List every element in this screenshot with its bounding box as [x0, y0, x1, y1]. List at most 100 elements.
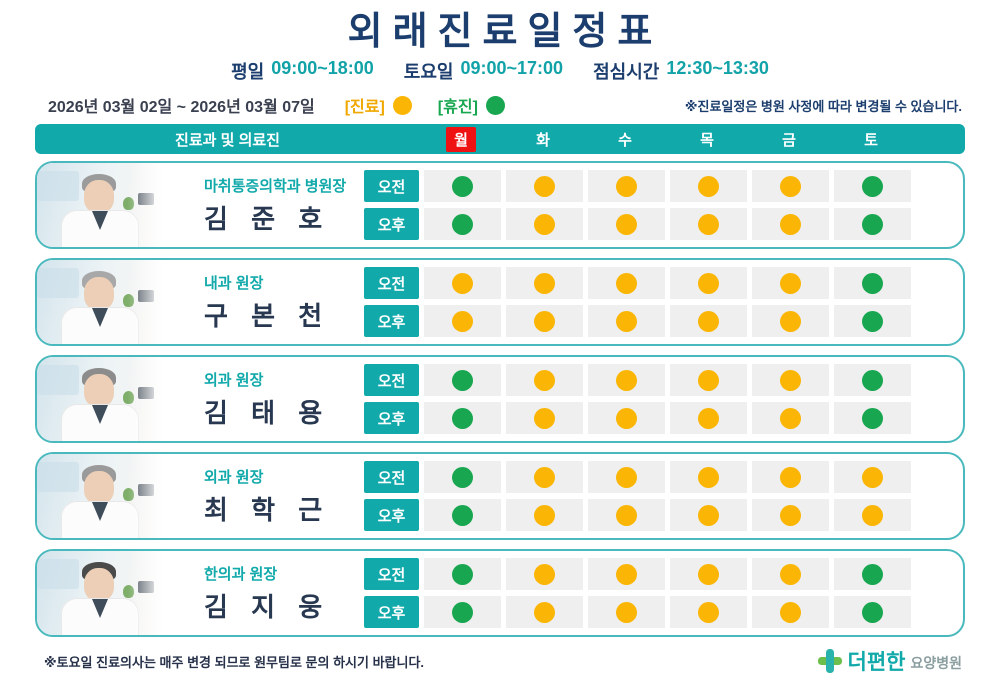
open-dot	[616, 504, 637, 526]
schedule-cell-thu-pm	[670, 402, 747, 434]
schedule-cell-wed-pm	[588, 596, 665, 628]
open-dot	[780, 369, 801, 391]
open-dot	[534, 272, 555, 294]
closed-dot	[452, 504, 473, 526]
doctor-info: 한의과 원장 김 지 웅	[162, 551, 364, 635]
doctor-name: 김 준 호	[204, 203, 331, 234]
hospital-cross-icon	[817, 649, 842, 673]
closed-dot	[862, 563, 883, 585]
schedule-cell-tue-pm	[506, 596, 583, 628]
schedule-cell-mon-pm	[424, 596, 501, 628]
schedule-cell-mon-am	[424, 267, 501, 299]
session-row-pm: 오후	[364, 208, 916, 240]
doctor-row-4: 외과 원장 최 학 근 오전 오후	[35, 452, 965, 540]
doctor-name: 김 태 용	[204, 397, 331, 428]
open-dot	[698, 310, 719, 332]
open-dot	[780, 407, 801, 429]
photo-fade	[128, 551, 162, 635]
open-dot	[392, 95, 412, 115]
clinic-window	[37, 268, 79, 298]
closed-dot	[452, 175, 473, 197]
session-row-am: 오전	[364, 558, 916, 590]
schedule-cell-fri-pm	[752, 499, 829, 531]
staff-column-header: 진료과 및 의료진	[175, 131, 280, 149]
closed-dot	[452, 601, 473, 623]
lunch-hours-label: 점심시간	[593, 62, 660, 82]
closed-dot	[862, 213, 883, 235]
legend-closed: [휴진]	[438, 93, 505, 117]
doctor-photo	[37, 163, 162, 247]
doctor-photo	[37, 260, 162, 344]
closed-dot	[862, 272, 883, 294]
schedule-cell-tue-pm	[506, 402, 583, 434]
photo-fade	[128, 260, 162, 344]
doctor-dept: 마취통증의학과 병원장	[204, 177, 347, 195]
session-row-am: 오전	[364, 170, 916, 202]
session-label-pm: 오후	[364, 402, 419, 434]
open-dot	[780, 175, 801, 197]
closed-dot	[452, 213, 473, 235]
session-label-am: 오전	[364, 364, 419, 396]
open-dot	[616, 213, 637, 235]
schedule-cell-fri-pm	[752, 596, 829, 628]
schedule-cell-wed-am	[588, 364, 665, 396]
open-dot	[452, 310, 473, 332]
schedule-cell-thu-pm	[670, 305, 747, 337]
clinic-window	[37, 559, 79, 589]
schedule-cell-sat-pm	[834, 596, 911, 628]
open-dot	[616, 310, 637, 332]
doctor-face	[84, 471, 114, 504]
table-header: 진료과 및 의료진 월 화 수 목 금 토	[35, 124, 965, 154]
hospital-type: 요양병원	[910, 655, 962, 671]
session-label-pm: 오후	[364, 305, 419, 337]
closed-dot	[862, 407, 883, 429]
schedule-cell-tue-am	[506, 170, 583, 202]
closed-dot	[452, 466, 473, 488]
open-dot	[780, 310, 801, 332]
legend-closed-label: [휴진]	[437, 99, 478, 116]
page-title: 외래진료일정표	[347, 11, 663, 53]
schedule-cell-sat-pm	[834, 208, 911, 240]
closed-dot	[485, 95, 505, 115]
open-dot	[534, 563, 555, 585]
lunch-hours-value: 12:30~13:30	[666, 58, 769, 78]
doctor-dept: 내과 원장	[204, 274, 264, 292]
schedule-cell-sat-am	[834, 170, 911, 202]
schedule-cell-thu-am	[670, 558, 747, 590]
doctor-row-2: 내과 원장 구 본 천 오전 오후	[35, 258, 965, 346]
schedule-cell-mon-pm	[424, 402, 501, 434]
open-dot	[780, 504, 801, 526]
day-label: 목	[700, 131, 714, 149]
session-label-am: 오전	[364, 267, 419, 299]
schedule-cell-sat-pm	[834, 499, 911, 531]
saturday-hours-value: 09:00~17:00	[460, 58, 564, 78]
info-row: 2026년 03월 02일 ~ 2026년 03월 07일 [진료] [휴진] …	[48, 92, 962, 118]
weekday-hours-value: 09:00~18:00	[271, 58, 374, 78]
doctor-dept: 한의과 원장	[204, 565, 278, 583]
legend-open: [진료]	[345, 93, 412, 117]
schedule-cell-fri-am	[752, 364, 829, 396]
day-label: 화	[536, 131, 550, 149]
doctor-info: 외과 원장 최 학 근	[162, 454, 364, 538]
clinic-window	[37, 171, 79, 201]
open-dot	[698, 369, 719, 391]
doctor-name: 김 지 웅	[204, 591, 331, 622]
open-dot	[534, 369, 555, 391]
saturday-doctor-note: ※토요일 진료의사는 매주 변경 되므로 원무팀로 문의 하시기 바랍니다.	[44, 654, 425, 670]
open-dot	[616, 272, 637, 294]
schedule-cell-sat-am	[834, 558, 911, 590]
open-dot	[862, 504, 883, 526]
day-header-sat: 토	[830, 127, 912, 152]
schedule-change-notice: ※진료일정은 병원 사정에 따라 변경될 수 있습니다.	[684, 98, 962, 114]
day-label: 수	[618, 131, 632, 149]
closed-dot	[862, 601, 883, 623]
day-label: 금	[782, 131, 796, 149]
schedule-cell-thu-pm	[670, 208, 747, 240]
session-row-pm: 오후	[364, 499, 916, 531]
session-label-pm: 오후	[364, 208, 419, 240]
session-label-pm: 오후	[364, 596, 419, 628]
open-dot	[616, 466, 637, 488]
schedule-cell-wed-pm	[588, 499, 665, 531]
